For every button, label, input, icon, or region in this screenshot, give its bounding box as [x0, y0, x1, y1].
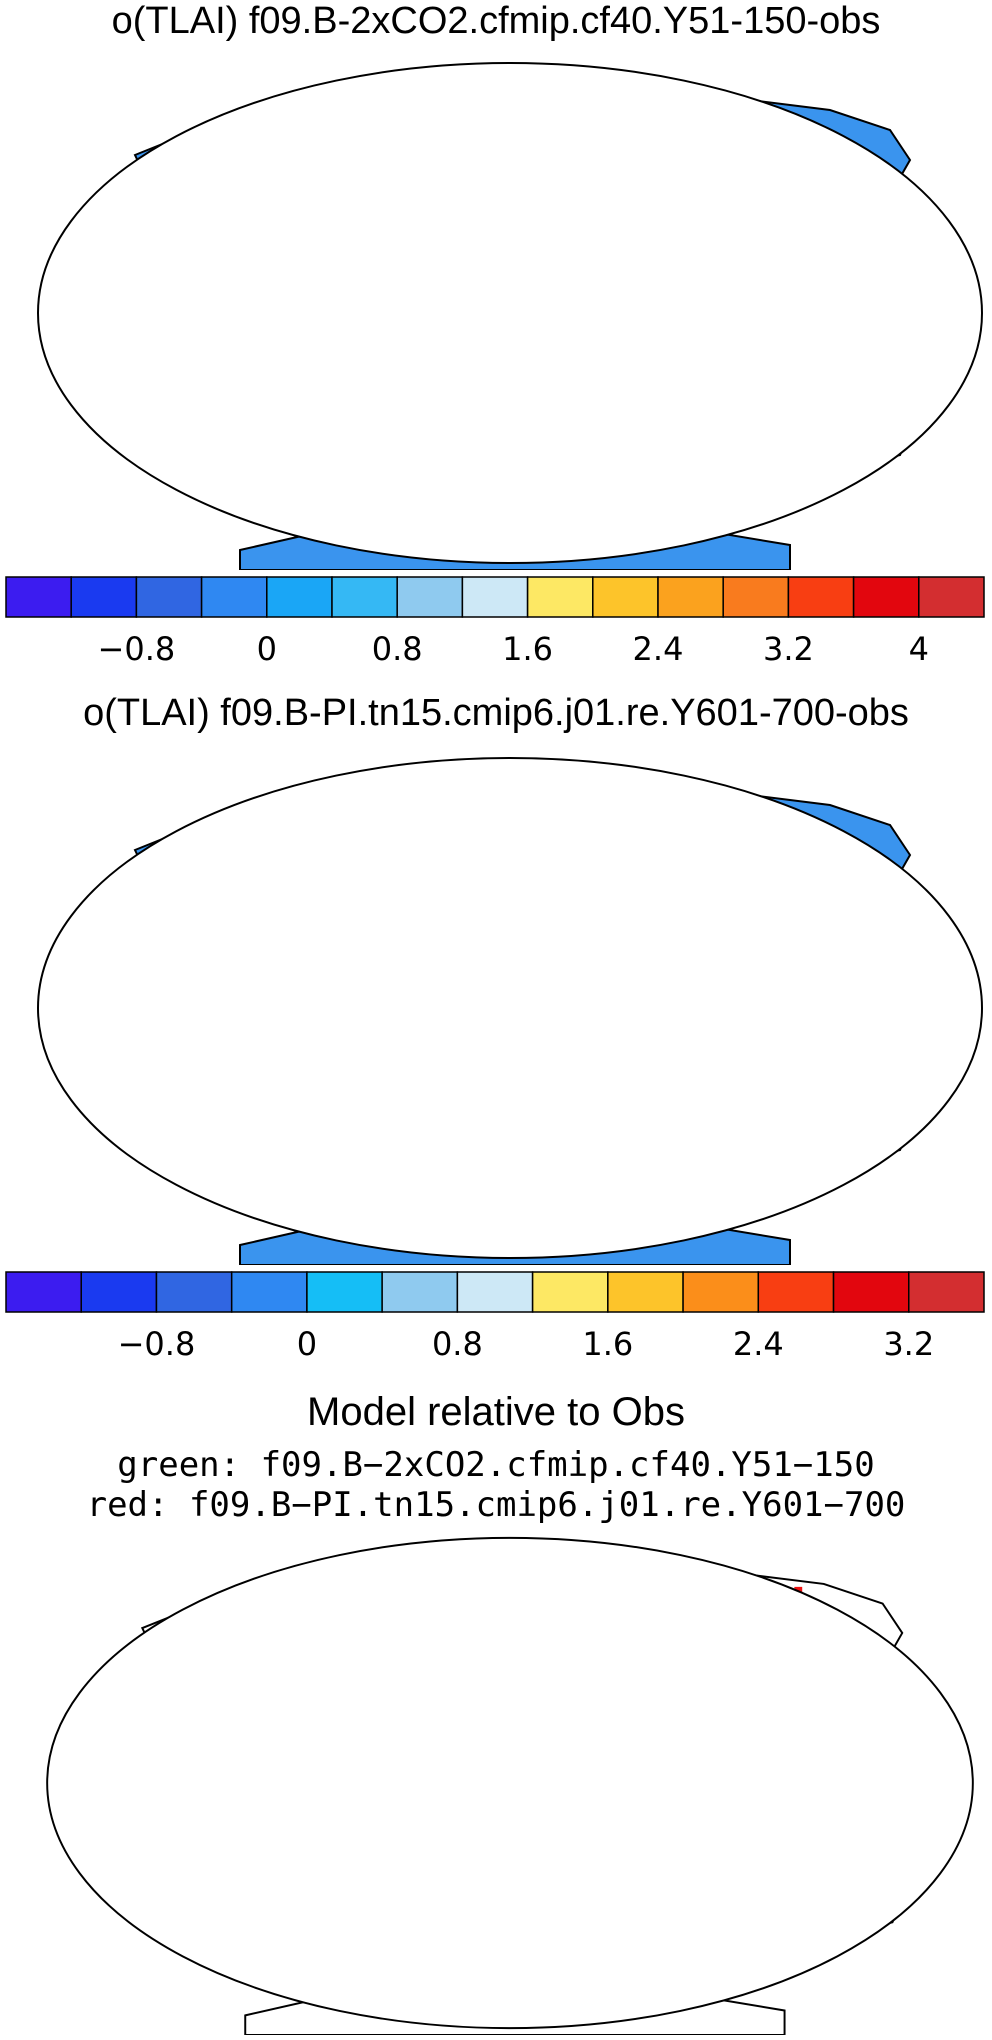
colorbar-swatch [531, 1271, 609, 1313]
colorbar-tick-label: 2.4 [733, 1325, 784, 1363]
colorbar-swatch [331, 576, 398, 618]
panel2-colorbar: −0.8 0 0.8 1.6 2.4 3.2 [5, 1271, 985, 1363]
panel1-title: o(TLAI) f09.B-2xCO2.cfmip.cf40.Y51-150-o… [111, 0, 881, 42]
relative-legend-red: red: f09.B−PI.tn15.cmip6.j01.re.Y601−700 [86, 1485, 906, 1525]
colorbar-tick-label: 0.8 [432, 1325, 483, 1363]
colorbar-swatch [456, 1271, 534, 1313]
panel1-map [37, 62, 983, 570]
panel2-map [37, 757, 983, 1265]
panel3-map [46, 1536, 974, 2035]
colorbar-swatch [306, 1271, 383, 1313]
colorbar-swatch [230, 1271, 308, 1313]
colorbar-swatch [918, 576, 985, 618]
red-dot [794, 1586, 803, 1593]
colorbar-tick-label: 0 [297, 1325, 317, 1363]
colorbar-tick-label: 1.6 [582, 1325, 633, 1363]
panel2-title: o(TLAI) f09.B-PI.tn15.cmip6.j01.re.Y601-… [83, 692, 909, 734]
globe-boundary [37, 62, 983, 564]
colorbar-swatch [787, 576, 855, 618]
colorbar-tick-label: −0.8 [118, 1325, 196, 1363]
colorbar-swatch [155, 1271, 233, 1313]
colorbar-tick-label: 0 [257, 630, 277, 668]
colorbar-swatch [396, 576, 464, 618]
colorbar-swatch [657, 576, 724, 618]
colorbar-swatch [852, 576, 920, 618]
relative-title: Model relative to Obs [307, 1390, 685, 1434]
colorbar-tick-label: −0.8 [98, 630, 176, 668]
colorbar-tick-label: 3.2 [883, 1325, 934, 1363]
colorbar-swatch [80, 1271, 158, 1313]
colorbar-swatch [592, 576, 659, 618]
colorbar-tick-label: 4 [909, 630, 929, 668]
globe-boundary [37, 757, 983, 1259]
colorbar-swatch [461, 576, 529, 618]
colorbar-swatch [135, 576, 203, 618]
globe-boundary [46, 1536, 974, 2030]
relative-legend-green: green: f09.B−2xCO2.cfmip.cf40.Y51−150 [117, 1445, 875, 1485]
colorbar-tick-label: 0.8 [372, 630, 423, 668]
colorbar-swatch [832, 1271, 910, 1313]
colorbar-swatch [526, 576, 594, 618]
colorbar-swatch [722, 576, 790, 618]
colorbar-swatch [5, 576, 72, 618]
colorbar-swatch [682, 1271, 760, 1313]
colorbar-swatch [908, 1271, 985, 1313]
colorbar-swatch [381, 1271, 459, 1313]
panel1-colorbar: −0.8 0 0.8 1.6 2.4 3.2 4 [5, 576, 985, 668]
colorbar-swatch [266, 576, 333, 618]
colorbar-tick-label: 3.2 [763, 630, 814, 668]
colorbar-swatch [70, 576, 138, 618]
colorbar-swatch [607, 1271, 684, 1313]
colorbar-swatch [200, 576, 268, 618]
colorbar-tick-label: 1.6 [502, 630, 553, 668]
colorbar-swatch [757, 1271, 835, 1313]
colorbar-tick-label: 2.4 [633, 630, 684, 668]
colorbar-swatch [5, 1271, 82, 1313]
